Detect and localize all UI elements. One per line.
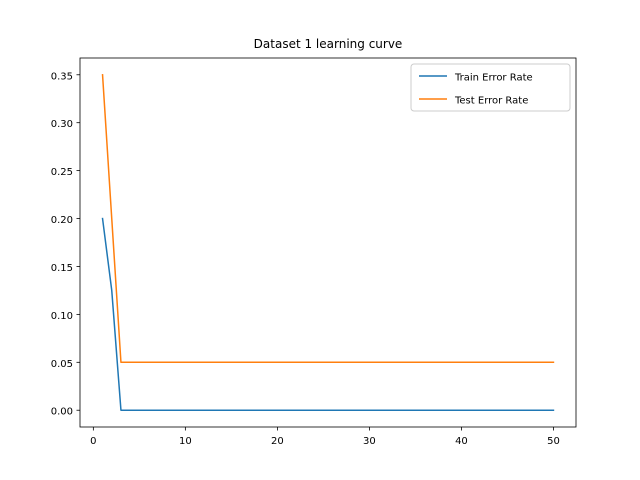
x-tick-label: 30 [363,436,376,447]
legend-box [410,63,571,112]
y-tick-label: 0.25 [51,167,73,178]
axes-frame [79,57,577,428]
series-line-test [101,73,555,364]
x-tick-label: 40 [455,436,468,447]
plot-area [101,73,555,411]
y-tick-label: 0.35 [51,71,73,82]
y-tick-label: 0.10 [51,311,73,322]
x-tick-label: 0 [90,436,96,447]
y-tick-label: 0.00 [51,407,73,418]
legend-label-train: Train Error Rate [454,73,533,84]
x-tick-label: 50 [547,436,560,447]
x-tick-label: 10 [179,436,192,447]
y-tick-label: 0.05 [51,359,73,370]
chart-title: Dataset 1 learning curve [254,37,403,51]
legend: Train Error Rate Test Error Rate [410,63,571,112]
y-tick-label: 0.30 [51,119,73,130]
y-tick-label: 0.20 [51,215,73,226]
axes: 0 10 20 30 40 50 0.00 0.05 0.10 0.15 0.20 0.25 0.30 0… [51,57,577,447]
legend-label-test: Test Error Rate [454,96,528,107]
x-tick-label: 20 [271,436,284,447]
y-tick-label: 0.15 [51,263,73,274]
series-line-train [101,217,555,411]
